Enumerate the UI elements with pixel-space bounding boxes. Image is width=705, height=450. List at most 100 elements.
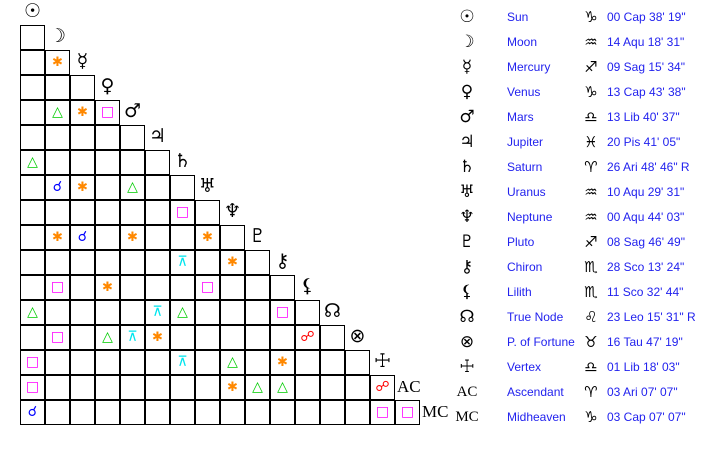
planet-position: 23 Leo 15' 31" R	[607, 310, 696, 324]
grid-cell	[120, 175, 145, 200]
planet-name: Lilith	[507, 285, 532, 299]
planet-row: ⚸ Lilith ♏ 11 Sco 32' 44"	[455, 280, 705, 305]
saturn-glyph-icon: ♄	[173, 150, 192, 172]
grid-cell	[145, 175, 170, 200]
grid-cell	[70, 325, 95, 350]
aspect-grid: ☉ ☽ ☿ ♀ ♂ ♃ ♄ ♅ ♆ ♇ ⚷ ⚸ ☊ ⊗ ☩ AC MC ✱ △ ✱ □ △ ☌ ✱ △ □ ✱ ☌ ✱ ✱ ⊼ ✱ □ ✱ □ △ ⊼ △…	[20, 0, 449, 425]
chiron-glyph-icon: ⚷	[275, 250, 290, 272]
grid-cell	[70, 150, 95, 175]
planet-glyph-icon: AC	[456, 384, 478, 400]
planet-name: Moon	[507, 35, 538, 49]
grid-cell	[170, 250, 195, 275]
grid-cell	[245, 250, 270, 275]
grid-cell	[345, 350, 370, 375]
planet-position: 13 Cap 43' 38"	[607, 85, 686, 99]
grid-cell	[220, 325, 245, 350]
grid-cell	[120, 375, 145, 400]
planet-name: Uranus	[507, 185, 546, 199]
grid-cell	[320, 350, 345, 375]
grid-cell	[70, 100, 95, 125]
midheaven-glyph-icon: MC	[422, 402, 449, 421]
zodiac-sign-icon: ♌	[584, 308, 598, 326]
planet-glyph-icon: ☊	[459, 307, 475, 327]
grid-cell	[220, 225, 245, 250]
grid-cell	[70, 275, 95, 300]
grid-cell	[70, 175, 95, 200]
grid-cell	[95, 100, 120, 125]
planet-glyph-icon: ☉	[459, 7, 475, 27]
quincunx-aspect-icon: ⊼	[152, 304, 163, 320]
grid-cell	[145, 275, 170, 300]
grid-cell	[170, 300, 195, 325]
zodiac-sign-icon: ♑	[584, 83, 598, 101]
grid-cell	[195, 325, 220, 350]
uranus-glyph-icon: ♅	[198, 175, 217, 197]
zodiac-sign-icon: ♑	[584, 408, 598, 426]
planet-row: ♇ Pluto ♐ 08 Sag 46' 49"	[455, 230, 705, 255]
grid-cell	[20, 125, 45, 150]
planet-position: 10 Aqu 29' 31"	[607, 185, 685, 199]
grid-cell	[220, 400, 245, 425]
grid-cell	[295, 300, 320, 325]
planet-row: ☩ Vertex ♎ 01 Lib 18' 03"	[455, 355, 705, 380]
sextile-aspect-icon: ✱	[277, 355, 288, 370]
ascendant-glyph-icon: AC	[397, 377, 421, 396]
zodiac-sign-icon: ♎	[584, 108, 598, 126]
zodiac-sign-icon: ♈	[584, 158, 598, 176]
grid-cell	[20, 150, 45, 175]
zodiac-sign-icon: ♏	[584, 283, 598, 301]
planet-glyph-icon: ☽	[459, 32, 475, 52]
venus-glyph-icon: ♀	[100, 75, 115, 97]
planet-name: Mercury	[507, 60, 551, 74]
planet-row: ♅ Uranus ♒ 10 Aqu 29' 31"	[455, 180, 705, 205]
grid-cell	[170, 325, 195, 350]
grid-cell	[45, 200, 70, 225]
grid-cell	[120, 225, 145, 250]
square-aspect-icon: □	[50, 279, 65, 295]
square-aspect-icon: □	[200, 279, 215, 295]
planet-position: 14 Aqu 18' 31"	[607, 35, 685, 49]
planet-name: True Node	[507, 310, 564, 324]
grid-cell	[120, 350, 145, 375]
grid-cell	[45, 375, 70, 400]
zodiac-sign-icon: ♎	[584, 358, 598, 376]
grid-cell	[370, 375, 395, 400]
grid-cell	[370, 400, 395, 425]
grid-cell	[195, 250, 220, 275]
grid-cell	[145, 350, 170, 375]
grid-cell	[20, 175, 45, 200]
zodiac-sign-icon: ♑	[584, 8, 598, 26]
grid-cell	[120, 400, 145, 425]
grid-cell	[20, 100, 45, 125]
trine-aspect-icon: △	[127, 179, 138, 195]
planet-position: 16 Tau 47' 19"	[607, 335, 683, 349]
planet-position: 13 Lib 40' 37"	[607, 110, 680, 124]
planet-glyph-icon: ♃	[459, 132, 475, 152]
planet-name: Jupiter	[507, 135, 544, 149]
grid-cell	[220, 250, 245, 275]
planet-name: Midheaven	[507, 410, 566, 424]
grid-cell	[170, 400, 195, 425]
grid-cell	[45, 50, 70, 75]
grid-cell	[245, 400, 270, 425]
planet-glyph-icon: ♆	[459, 207, 475, 227]
grid-cell	[220, 300, 245, 325]
planet-name: Sun	[507, 10, 529, 24]
grid-cell	[70, 250, 95, 275]
grid-cell	[70, 225, 95, 250]
square-aspect-icon: □	[400, 404, 415, 420]
grid-cell	[270, 350, 295, 375]
grid-cell	[45, 100, 70, 125]
zodiac-sign-icon: ♒	[584, 208, 598, 226]
vertex-glyph-icon: ☩	[373, 350, 392, 372]
quincunx-aspect-icon: ⊼	[177, 254, 188, 270]
grid-cell	[295, 325, 320, 350]
trine-aspect-icon: △	[27, 304, 38, 320]
planet-glyph-icon: ⊗	[459, 332, 475, 352]
planet-row: ♃ Jupiter ♓ 20 Pis 41' 05"	[455, 130, 705, 155]
conjunction-aspect-icon: ☌	[52, 179, 63, 195]
grid-cell	[170, 200, 195, 225]
square-aspect-icon: □	[50, 329, 65, 345]
grid-cell	[120, 300, 145, 325]
planet-position: 08 Sag 46' 49"	[607, 235, 685, 249]
